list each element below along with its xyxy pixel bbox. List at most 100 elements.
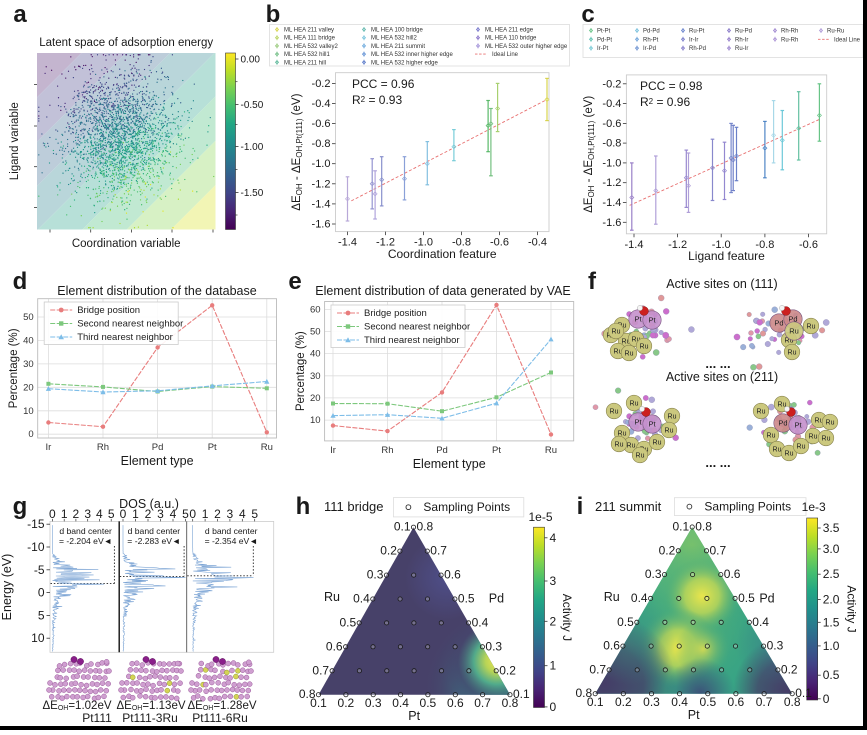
svg-text:-0.8: -0.8 bbox=[452, 237, 471, 249]
svg-text:0.1: 0.1 bbox=[394, 520, 411, 534]
svg-text:-15: -15 bbox=[27, 517, 45, 531]
svg-text:10: 10 bbox=[31, 631, 45, 645]
svg-text:0.8: 0.8 bbox=[502, 696, 519, 710]
svg-text:d band center: d band center bbox=[205, 526, 258, 536]
svg-text:0.5: 0.5 bbox=[458, 592, 475, 606]
svg-text:0.5: 0.5 bbox=[699, 695, 716, 709]
svg-text:Ru: Ru bbox=[622, 339, 631, 346]
svg-text:Activity J: Activity J bbox=[845, 585, 859, 632]
svg-text:h: h bbox=[296, 493, 311, 520]
svg-text:0: 0 bbox=[38, 586, 45, 600]
svg-text:Activity J: Activity J bbox=[560, 594, 574, 641]
svg-text:0.1: 0.1 bbox=[310, 696, 327, 710]
svg-text:Pd: Pd bbox=[788, 315, 797, 324]
svg-text:1: 1 bbox=[61, 507, 68, 521]
svg-text:-0.50: -0.50 bbox=[241, 100, 264, 111]
svg-text:Ru-Ru: Ru-Ru bbox=[827, 29, 844, 35]
svg-text:Second nearest neighbor: Second nearest neighbor bbox=[77, 319, 183, 330]
svg-text:Pt: Pt bbox=[208, 442, 217, 453]
svg-text:Ru: Ru bbox=[665, 428, 674, 435]
svg-text:20: 20 bbox=[310, 393, 321, 404]
svg-text:= -2.354 eV◄: = -2.354 eV◄ bbox=[205, 536, 258, 546]
svg-text:Ru: Ru bbox=[261, 442, 273, 453]
svg-text:1e-5: 1e-5 bbox=[528, 510, 552, 524]
svg-text:ΔEOH - ΔEOH,Pt(111) (eV): ΔEOH - ΔEOH,Pt(111) (eV) bbox=[583, 96, 596, 213]
svg-text:Ideal Line: Ideal Line bbox=[492, 52, 519, 58]
svg-text:0.8: 0.8 bbox=[417, 520, 434, 534]
svg-text:d band center: d band center bbox=[59, 526, 112, 536]
svg-text:Ru: Ru bbox=[640, 344, 649, 351]
svg-text:0.6: 0.6 bbox=[724, 567, 741, 581]
svg-text:Pd-Pt: Pd-Pt bbox=[597, 37, 612, 43]
svg-text:-0.6: -0.6 bbox=[799, 239, 818, 251]
svg-text:Pt: Pt bbox=[648, 420, 656, 429]
svg-text:0.8: 0.8 bbox=[784, 695, 801, 709]
svg-text:50: 50 bbox=[310, 327, 321, 338]
svg-text:Element type: Element type bbox=[413, 457, 486, 471]
svg-text:Ir: Ir bbox=[45, 442, 51, 453]
svg-text:50: 50 bbox=[23, 312, 34, 323]
svg-text:40: 40 bbox=[23, 335, 34, 346]
svg-text:0.4: 0.4 bbox=[392, 696, 409, 710]
svg-text:0.1: 0.1 bbox=[587, 695, 604, 709]
svg-text:0.5: 0.5 bbox=[420, 696, 437, 710]
svg-text:0.4: 0.4 bbox=[353, 592, 370, 606]
svg-text:Ir-Ir: Ir-Ir bbox=[689, 37, 698, 43]
svg-text:ML HEA 211 hill: ML HEA 211 hill bbox=[284, 60, 326, 66]
svg-text:-1.2: -1.2 bbox=[312, 178, 331, 190]
svg-text:Ru: Ru bbox=[618, 431, 627, 438]
svg-text:0.2: 0.2 bbox=[499, 663, 516, 677]
svg-text:Pt: Pt bbox=[408, 709, 420, 723]
svg-text:0: 0 bbox=[28, 429, 33, 440]
svg-text:-0.2: -0.2 bbox=[602, 78, 621, 90]
svg-text:3: 3 bbox=[157, 507, 164, 521]
svg-text:Percentage (%): Percentage (%) bbox=[295, 331, 307, 411]
svg-text:-0.8: -0.8 bbox=[602, 138, 621, 150]
svg-text:0: 0 bbox=[120, 507, 127, 521]
svg-text:111 bridge: 111 bridge bbox=[324, 499, 384, 514]
svg-text:0: 0 bbox=[823, 692, 830, 706]
svg-text:Pt111-3Ru: Pt111-3Ru bbox=[122, 711, 178, 725]
svg-text:5: 5 bbox=[251, 507, 258, 521]
svg-text:Ru: Ru bbox=[636, 453, 645, 460]
svg-text:1: 1 bbox=[202, 507, 209, 521]
svg-text:2: 2 bbox=[145, 507, 152, 521]
svg-text:0.4: 0.4 bbox=[472, 615, 489, 629]
svg-text:-1.4: -1.4 bbox=[338, 237, 357, 249]
svg-text:Rh-Pt: Rh-Pt bbox=[643, 37, 659, 43]
svg-text:-0.8: -0.8 bbox=[755, 239, 774, 251]
svg-text:-0.8: -0.8 bbox=[312, 138, 331, 150]
svg-text:Ir: Ir bbox=[330, 445, 336, 456]
svg-text:-0.4: -0.4 bbox=[602, 98, 621, 110]
svg-text:0.6: 0.6 bbox=[728, 695, 745, 709]
svg-text:0.2: 0.2 bbox=[615, 695, 632, 709]
svg-text:20: 20 bbox=[23, 382, 34, 393]
svg-text:1.5: 1.5 bbox=[823, 615, 840, 629]
svg-text:0.2: 0.2 bbox=[338, 696, 355, 710]
svg-text:0.8: 0.8 bbox=[695, 520, 712, 534]
svg-text:Energy (eV): Energy (eV) bbox=[0, 554, 14, 621]
svg-text:-1.4: -1.4 bbox=[602, 197, 621, 209]
svg-text:Element distribution of data g: Element distribution of data generated b… bbox=[315, 284, 570, 298]
svg-text:0.6: 0.6 bbox=[447, 696, 464, 710]
svg-text:Ru-Rh: Ru-Rh bbox=[781, 37, 798, 43]
svg-text:0.5: 0.5 bbox=[738, 591, 755, 605]
svg-text:4: 4 bbox=[170, 507, 177, 521]
svg-text:5: 5 bbox=[38, 608, 45, 622]
svg-text:1: 1 bbox=[550, 659, 557, 673]
svg-text:Ir-Pt: Ir-Pt bbox=[597, 46, 609, 52]
svg-text:0.7: 0.7 bbox=[589, 662, 606, 676]
svg-text:-1.0: -1.0 bbox=[602, 157, 621, 169]
svg-text:0.2: 0.2 bbox=[380, 544, 397, 558]
svg-text:0.2: 0.2 bbox=[659, 543, 676, 557]
svg-text:Ru: Ru bbox=[785, 451, 794, 458]
svg-text:Ru: Ru bbox=[612, 329, 621, 336]
svg-text:Third nearest neighbor: Third nearest neighbor bbox=[364, 335, 460, 346]
svg-text:Element distribution of the da: Element distribution of the database bbox=[57, 284, 256, 298]
svg-text:Third nearest neighbor: Third nearest neighbor bbox=[77, 332, 173, 343]
svg-text:0.6: 0.6 bbox=[326, 639, 343, 653]
svg-text:5: 5 bbox=[182, 507, 189, 521]
svg-text:e: e bbox=[288, 268, 301, 295]
svg-text:60: 60 bbox=[310, 304, 321, 315]
svg-text:0.8: 0.8 bbox=[576, 686, 593, 700]
